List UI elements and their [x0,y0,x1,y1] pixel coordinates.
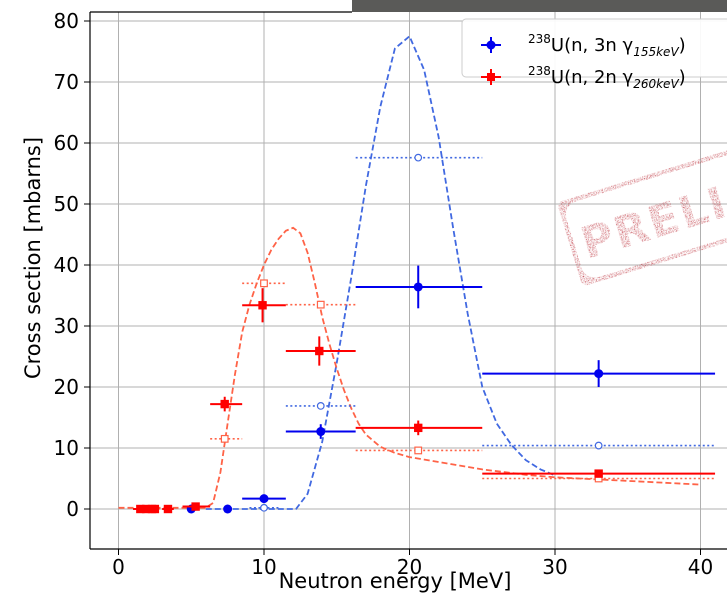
data-point [315,346,324,356]
y-tick-label: 70 [54,70,79,94]
y-tick-label: 80 [54,9,79,33]
model-curves [118,34,701,510]
background-photo-strip [352,0,727,14]
model-point [414,446,423,455]
data-point [220,399,229,409]
legend-blue-marker [481,37,501,53]
data-point [258,301,267,310]
legend-blue-label: 238U(n, 3n γ155keV) [528,32,686,59]
x-tick-label: 40 [688,555,713,579]
x-tick-label: 20 [397,555,422,579]
data-point [163,504,173,514]
data-point [594,369,604,379]
model-point [220,434,229,443]
stamp-border [556,143,727,287]
model-points [210,153,716,512]
model-curve [205,34,556,510]
y-axis-label: Cross section [mbarns] [21,137,45,379]
model-point [260,503,268,512]
data-point [413,282,423,292]
data-point [259,494,269,504]
data-point [191,502,200,511]
y-tick-label: 30 [54,314,79,338]
legend-red-label: 238U(n, 2n γ260keV) [528,64,686,91]
model-point [414,153,423,162]
y-tick-label: 50 [54,192,79,216]
axis-ticks: 0 10 20 30 40 0 10 20 30 40 50 60 70 80 [54,9,714,579]
x-tick-label: 30 [542,555,567,579]
plot-area [90,12,727,549]
data-point [223,504,233,514]
data-point [141,504,151,514]
y-tick-label: 40 [54,253,79,277]
x-axis-label: Neutron energy [MeV] [279,569,512,593]
model-point [316,300,325,309]
model-curve [118,226,701,509]
grid [90,12,727,549]
legend-red-marker [481,69,501,85]
x-tick-label: 10 [251,555,276,579]
legend: 238U(n, 3n γ155keV) 238U(n, 2n γ260keV) [461,18,727,91]
measured-points [133,265,716,514]
model-point [260,279,268,288]
legend-box [461,18,727,78]
x-tick-label: 0 [112,555,125,579]
y-tick-label: 0 [66,497,79,521]
y-tick-label: 20 [54,375,79,399]
data-point [150,504,160,514]
model-point [316,402,325,410]
y-tick-label: 60 [54,131,79,155]
data-point [594,469,603,478]
data-point [316,427,326,437]
data-point [414,423,423,433]
y-tick-label: 10 [54,436,79,460]
model-point [594,441,603,450]
